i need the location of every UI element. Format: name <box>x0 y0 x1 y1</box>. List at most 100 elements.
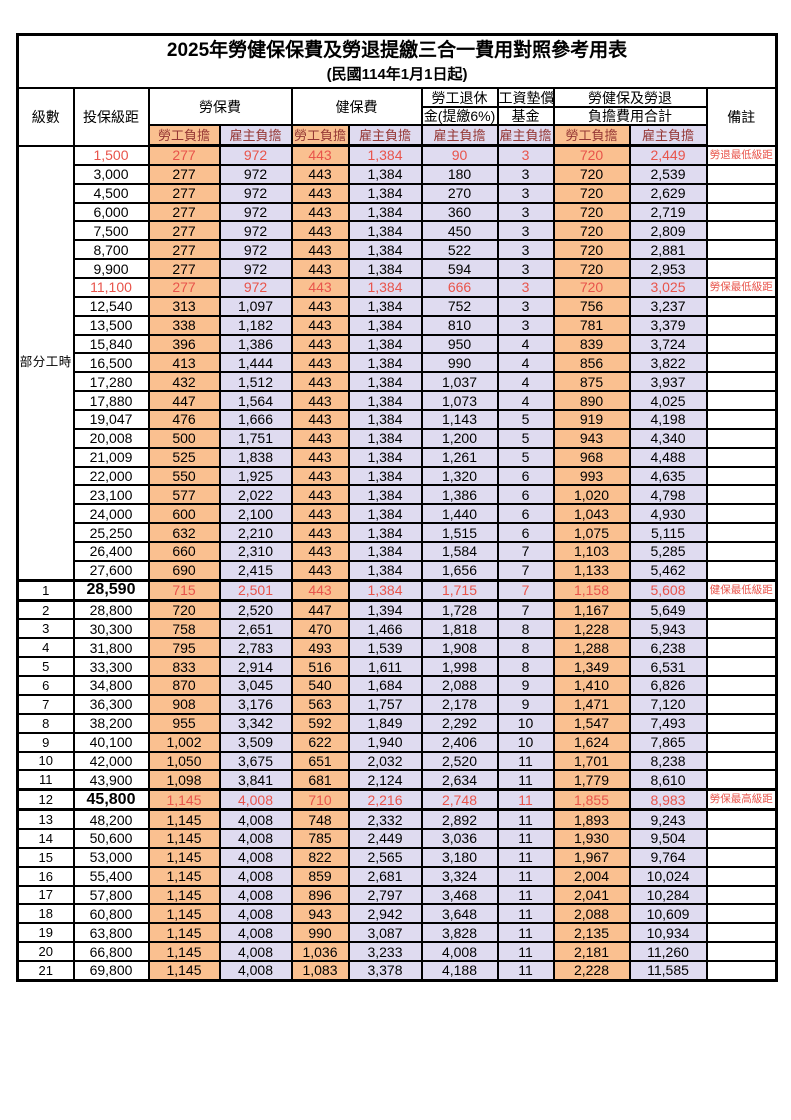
labor-fee-employee-cell: 833 <box>147 656 221 678</box>
wage-fund-employer-cell: 10 <box>496 712 555 734</box>
table-row: 21 69,800 1,145 4,008 1,083 3,378 4,188 11 2,228… <box>16 959 778 982</box>
insured-bracket-cell: 8,700 <box>72 239 150 261</box>
total-employer-cell: 11,260 <box>628 941 708 962</box>
health-fee-employer-cell: 1,384 <box>347 522 423 544</box>
remark-cell <box>705 922 778 944</box>
health-fee-employer-cell: 1,384 <box>347 578 423 602</box>
level-cell: 20 <box>16 941 75 962</box>
total-employee-cell: 943 <box>552 427 631 449</box>
wage-fund-employer-cell: 4 <box>496 371 555 393</box>
wage-fund-employer-cell: 3 <box>496 258 555 280</box>
total-employee-cell: 1,228 <box>552 618 631 640</box>
health-fee-employer-cell: 1,384 <box>347 409 423 430</box>
header-level: 級數 <box>16 87 75 147</box>
health-fee-employer-cell: 1,384 <box>347 371 423 393</box>
table-row: 26,400 660 2,310 443 1,384 1,584 7 1,103 5,285 <box>18 541 778 562</box>
table-row: 27,600 690 2,415 443 1,384 1,656 7 1,133 5,462 <box>18 559 778 582</box>
wage-fund-employer-cell: 8 <box>496 637 555 659</box>
header-health-employee-burden: 勞工負擔 <box>290 124 350 147</box>
wage-fund-employer-cell: 3 <box>496 277 555 298</box>
total-employee-cell: 720 <box>552 163 631 185</box>
health-fee-employer-cell: 3,378 <box>347 959 423 982</box>
level-cell: 19 <box>16 922 75 944</box>
table-row: 8 38,200 955 3,342 592 1,849 2,292 10 1,547 7,493 <box>16 712 778 734</box>
insured-bracket-cell: 13,500 <box>72 314 150 336</box>
insured-bracket-cell: 60,800 <box>72 903 150 925</box>
insured-bracket-cell: 48,200 <box>72 808 150 830</box>
total-employee-cell: 720 <box>552 277 631 298</box>
remark-cell <box>705 371 778 393</box>
total-employer-cell: 5,649 <box>628 599 708 621</box>
wage-fund-employer-cell: 5 <box>496 427 555 449</box>
health-fee-employee-cell: 443 <box>290 258 350 280</box>
remark-cell <box>705 656 778 678</box>
labor-fee-employer-cell: 3,509 <box>218 731 293 753</box>
pension-employer-cell: 3,828 <box>420 922 499 944</box>
total-employer-cell: 3,937 <box>628 371 708 393</box>
insured-bracket-cell: 24,000 <box>72 503 150 525</box>
health-fee-employer-cell: 1,384 <box>347 295 423 317</box>
total-employer-cell: 4,930 <box>628 503 708 525</box>
total-employer-cell: 5,462 <box>628 559 708 582</box>
table-row: 17,280 432 1,512 443 1,384 1,037 4 875 3,937 <box>18 371 778 393</box>
total-employer-cell: 4,340 <box>628 427 708 449</box>
level-cell: 9 <box>16 731 75 753</box>
remark-cell <box>705 201 778 223</box>
labor-fee-employer-cell: 4,008 <box>218 865 293 887</box>
labor-fee-employee-cell: 1,145 <box>147 788 221 812</box>
health-fee-employer-cell: 1,384 <box>347 427 423 449</box>
level-cell: 5 <box>16 656 75 678</box>
total-employee-cell: 1,547 <box>552 712 631 734</box>
labor-fee-employer-cell: 1,751 <box>218 427 293 449</box>
pension-employer-cell: 3,036 <box>420 827 499 849</box>
header-total-line2: 負擔費用合計 <box>552 106 708 126</box>
table-row: 11 43,900 1,098 3,841 681 2,124 2,634 11 1,779 8,… <box>16 769 778 791</box>
insured-bracket-cell: 11,100 <box>72 277 150 298</box>
health-fee-employee-cell: 822 <box>290 846 350 868</box>
wage-fund-employer-cell: 9 <box>496 675 555 696</box>
labor-fee-employee-cell: 660 <box>147 541 221 562</box>
level-cell: 3 <box>16 618 75 640</box>
total-employee-cell: 720 <box>552 258 631 280</box>
health-fee-employer-cell: 1,384 <box>347 352 423 374</box>
labor-fee-employer-cell: 972 <box>218 144 293 166</box>
wage-fund-employer-cell: 4 <box>496 333 555 355</box>
table-row: 15,840 396 1,386 443 1,384 950 4 839 3,724 <box>18 333 778 355</box>
pension-employer-cell: 1,728 <box>420 599 499 621</box>
wage-fund-employer-cell: 3 <box>496 295 555 317</box>
table-row: 9,900 277 972 443 1,384 594 3 720 2,953 <box>18 258 778 280</box>
total-employee-cell: 1,779 <box>552 769 631 791</box>
remark-cell <box>705 846 778 868</box>
labor-fee-employee-cell: 313 <box>147 295 221 317</box>
wage-fund-employer-cell: 9 <box>496 693 555 715</box>
remark-cell <box>705 295 778 317</box>
total-employer-cell: 8,610 <box>628 769 708 791</box>
total-employer-cell: 4,798 <box>628 484 708 506</box>
labor-fee-employee-cell: 795 <box>147 637 221 659</box>
wage-fund-employer-cell: 11 <box>496 808 555 830</box>
wage-fund-employer-cell: 3 <box>496 163 555 185</box>
header-wage-fund-line1: 工資墊償 <box>496 87 555 108</box>
table-row: 3 30,300 758 2,651 470 1,466 1,818 8 1,228 5,943 <box>16 618 778 640</box>
labor-fee-employer-cell: 972 <box>218 239 293 261</box>
table-row: 17,880 447 1,564 443 1,384 1,073 4 890 4,025 <box>18 390 778 412</box>
header-pension-employer-burden: 雇主負擔 <box>420 124 499 147</box>
table-row: 6,000 277 972 443 1,384 360 3 720 2,719 <box>18 201 778 223</box>
insured-bracket-cell: 23,100 <box>72 484 150 506</box>
health-fee-employee-cell: 493 <box>290 637 350 659</box>
insured-bracket-cell: 26,400 <box>72 541 150 562</box>
remark-cell <box>705 465 778 487</box>
pension-employer-cell: 2,292 <box>420 712 499 734</box>
health-fee-employer-cell: 3,233 <box>347 941 423 962</box>
labor-fee-employer-cell: 4,008 <box>218 941 293 962</box>
pension-employer-cell: 1,440 <box>420 503 499 525</box>
table-row: 14 50,600 1,145 4,008 785 2,449 3,036 11 1,930 9,… <box>16 827 778 849</box>
labor-fee-employee-cell: 1,145 <box>147 808 221 830</box>
total-employer-cell: 9,504 <box>628 827 708 849</box>
remark-cell <box>705 693 778 715</box>
wage-fund-employer-cell: 3 <box>496 182 555 204</box>
health-fee-employer-cell: 1,394 <box>347 599 423 621</box>
remark-cell <box>705 484 778 506</box>
level-cell: 14 <box>16 827 75 849</box>
health-fee-employer-cell: 1,940 <box>347 731 423 753</box>
